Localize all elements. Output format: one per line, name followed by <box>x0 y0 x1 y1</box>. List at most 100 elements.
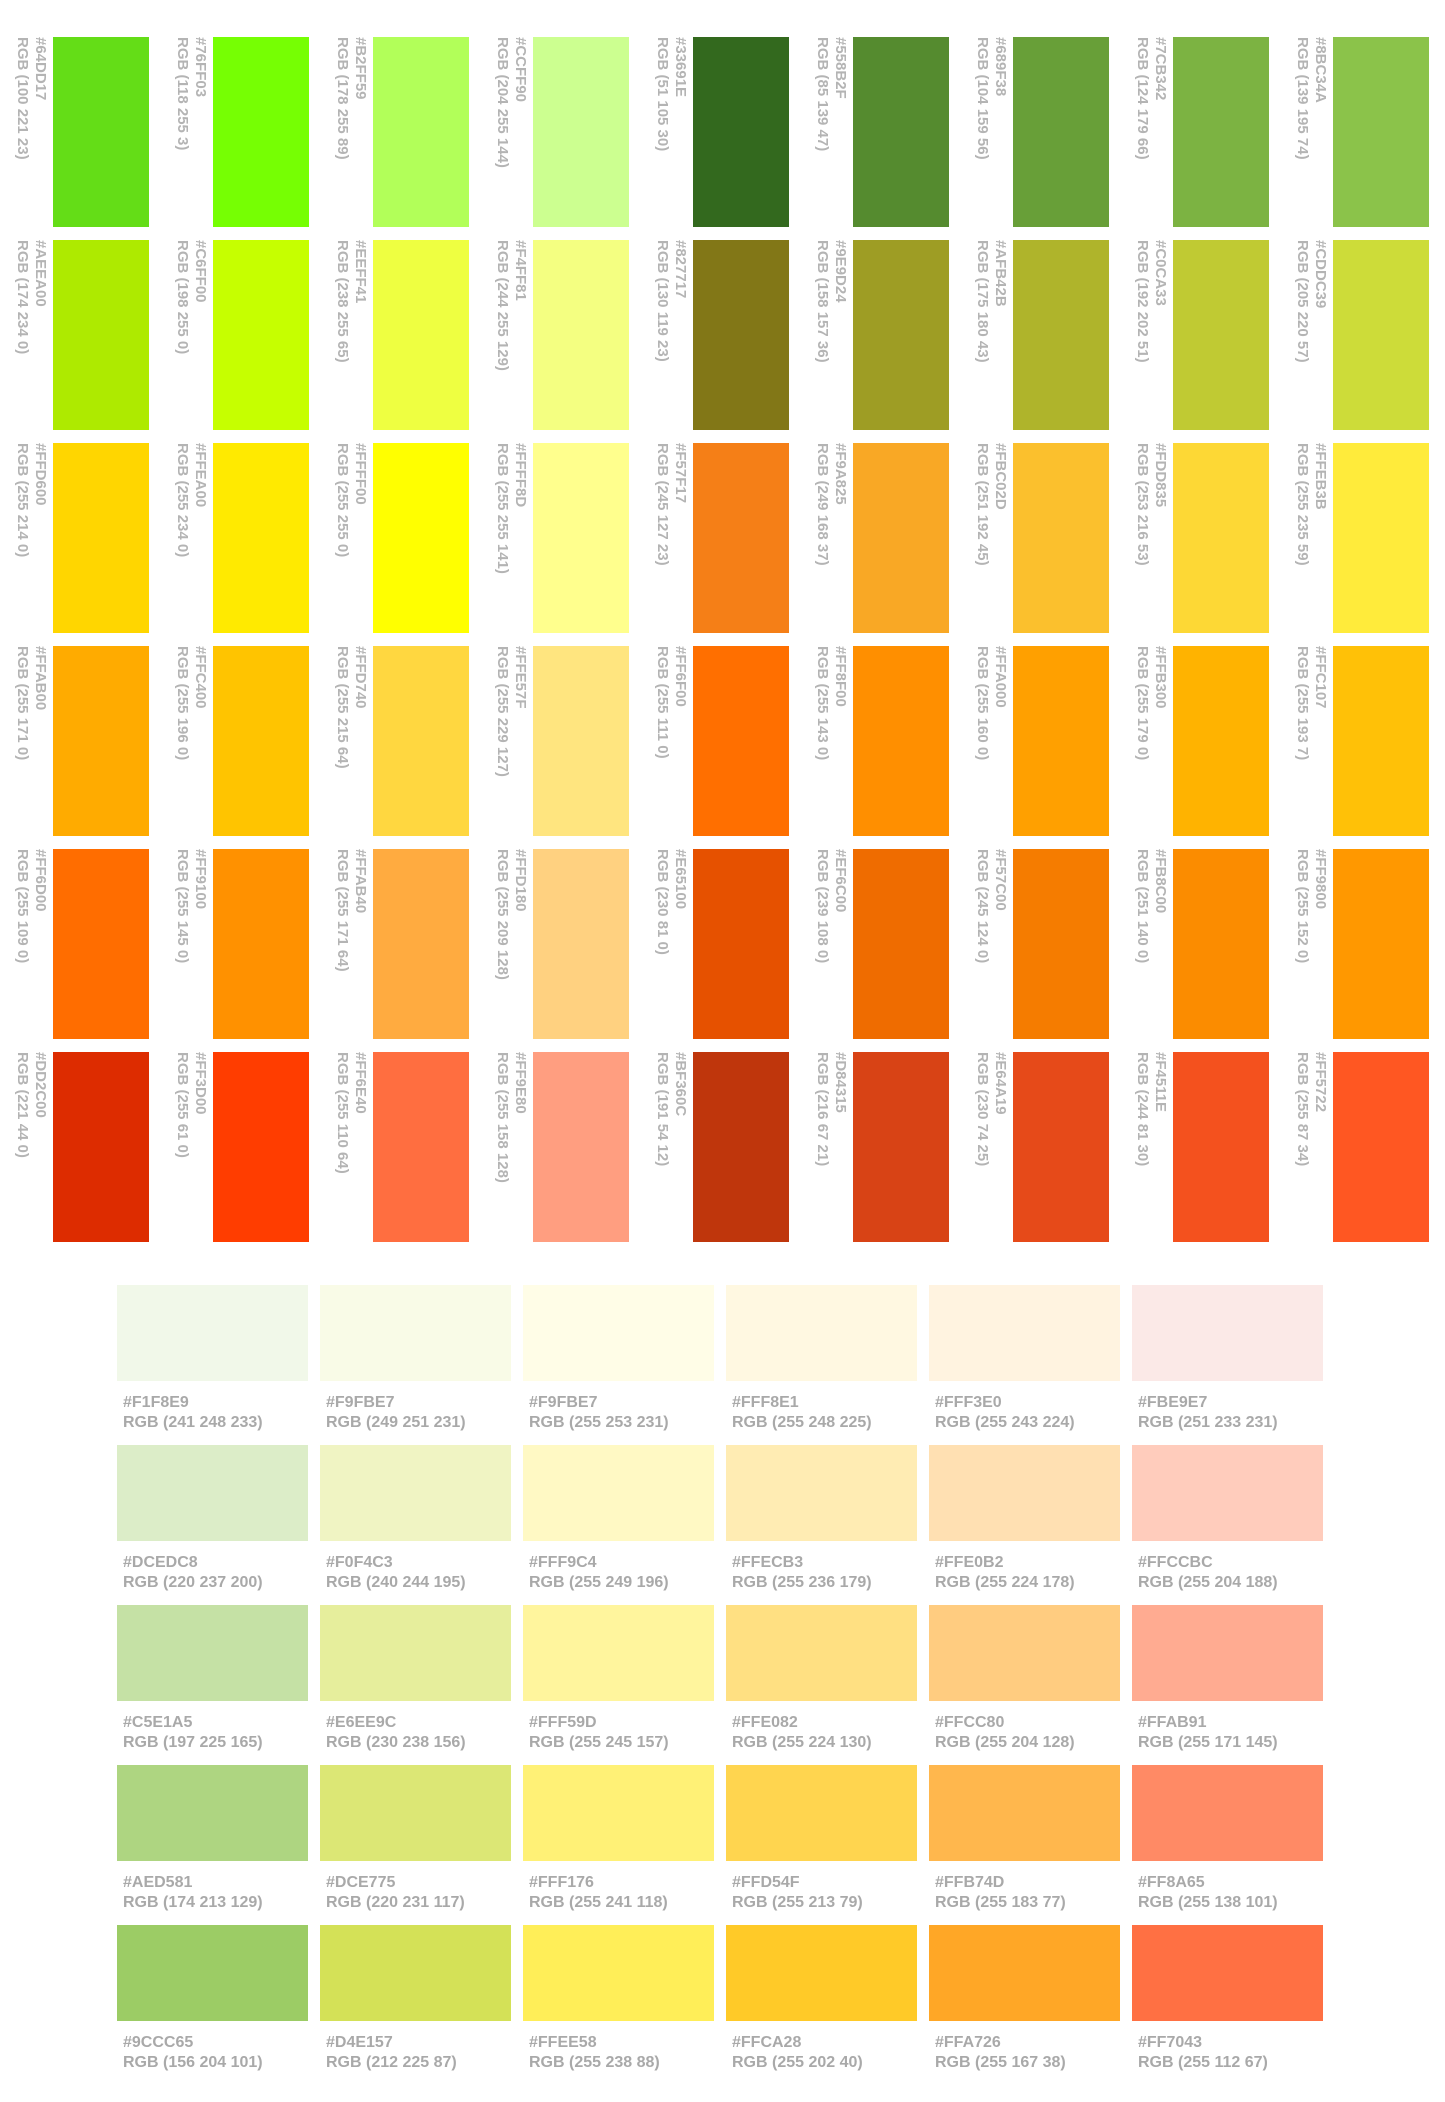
color-swatch <box>523 1285 714 1381</box>
top-color-label: #AFB42B RGB (175 180 43) <box>973 240 1009 363</box>
color-hex-code: #FFAB91 <box>1138 1714 1207 1731</box>
top-color-swatch-cell: #FF6D00 RGB (255 109 0) <box>0 849 150 1039</box>
color-swatch <box>533 646 629 836</box>
color-swatch <box>1333 1052 1429 1242</box>
color-rgb-value: RGB (221 44 0) <box>14 1052 31 1158</box>
bottom-palette-grid: #F1F8E9 RGB (241 248 233) #F9FBE7 RGB (249 … <box>0 1285 1445 2085</box>
color-swatch <box>373 646 469 836</box>
bottom-color-swatch-cell: #FFCA28 RGB (255 202 40) <box>726 1925 918 2075</box>
color-rgb-value: RGB (251 192 45) <box>974 443 991 566</box>
top-color-label: #FDD835 RGB (253 216 53) <box>1133 443 1169 566</box>
top-color-swatch-cell: #F57F17 RGB (245 127 23) <box>640 443 790 633</box>
color-rgb-value: RGB (255 202 40) <box>732 2054 863 2071</box>
color-swatch <box>373 240 469 430</box>
top-color-label: #FFE57F RGB (255 229 127) <box>493 646 529 777</box>
top-color-label: #76FF03 RGB (118 255 3) <box>173 37 209 150</box>
color-swatch <box>117 1605 308 1701</box>
color-rgb-value: RGB (230 238 156) <box>326 1734 466 1751</box>
color-hex-code: #E64A19 <box>992 1052 1009 1115</box>
color-hex-code: #FFAB00 <box>32 646 49 711</box>
top-color-label: #FF5722 RGB (255 87 34) <box>1293 1052 1329 1166</box>
top-color-swatch-cell: #64DD17 RGB (100 221 23) <box>0 37 150 227</box>
bottom-color-label: #FFF176 RGB (255 241 118) <box>529 1873 668 1913</box>
color-swatch <box>693 849 789 1039</box>
top-color-label: #558B2F RGB (85 139 47) <box>813 37 849 151</box>
color-swatch <box>53 646 149 836</box>
color-swatch <box>693 37 789 227</box>
bottom-color-swatch-cell: #FF8A65 RGB (255 138 101) <box>1132 1765 1324 1915</box>
top-color-swatch-cell: #CCFF90 RGB (204 255 144) <box>480 37 630 227</box>
bottom-color-swatch-cell: #F1F8E9 RGB (241 248 233) <box>117 1285 309 1435</box>
bottom-color-swatch-cell: #FFF59D RGB (255 245 157) <box>523 1605 715 1755</box>
color-hex-code: #C6FF00 <box>192 240 209 303</box>
color-rgb-value: RGB (255 167 38) <box>935 2054 1066 2071</box>
color-hex-code: #FFF9C4 <box>529 1554 597 1571</box>
color-swatch <box>53 443 149 633</box>
top-color-label: #F4FF81 RGB (244 255 129) <box>493 240 529 371</box>
color-hex-code: #F57C00 <box>992 849 1009 911</box>
color-rgb-value: RGB (251 233 231) <box>1138 1414 1278 1431</box>
color-swatch <box>1013 1052 1109 1242</box>
color-hex-code: #F4FF81 <box>512 240 529 301</box>
bottom-color-swatch-cell: #FF7043 RGB (255 112 67) <box>1132 1925 1324 2075</box>
color-swatch <box>320 1925 511 2021</box>
color-rgb-value: RGB (156 204 101) <box>123 2054 263 2071</box>
color-hex-code: #FF7043 <box>1138 2034 1203 2051</box>
color-rgb-value: RGB (255 196 0) <box>174 646 191 761</box>
color-swatch <box>1173 37 1269 227</box>
top-color-swatch-cell: #DD2C00 RGB (221 44 0) <box>0 1052 150 1242</box>
color-hex-code: #689F38 <box>992 37 1009 97</box>
color-rgb-value: RGB (255 209 128) <box>494 849 511 980</box>
color-rgb-value: RGB (139 195 74) <box>1294 37 1311 160</box>
color-swatch <box>853 240 949 430</box>
color-hex-code: #FFECB3 <box>732 1554 804 1571</box>
color-rgb-value: RGB (255 229 127) <box>494 646 511 777</box>
color-swatch <box>929 1925 1120 2021</box>
bottom-color-swatch-cell: #FFF8E1 RGB (255 248 225) <box>726 1285 918 1435</box>
top-color-swatch-cell: #FFE57F RGB (255 229 127) <box>480 646 630 836</box>
bottom-color-label: #FFF3E0 RGB (255 243 224) <box>935 1393 1075 1433</box>
bottom-color-swatch-cell: #FFB74D RGB (255 183 77) <box>929 1765 1121 1915</box>
color-hex-code: #FF3D00 <box>192 1052 209 1115</box>
color-hex-code: #FFFF00 <box>352 443 369 505</box>
color-swatch <box>533 240 629 430</box>
top-color-label: #FF9E80 RGB (255 158 128) <box>493 1052 529 1183</box>
color-rgb-value: RGB (230 74 25) <box>974 1052 991 1167</box>
top-color-swatch-cell: #FB8C00 RGB (251 140 0) <box>1120 849 1270 1039</box>
color-hex-code: #BF360C <box>672 1052 689 1117</box>
color-hex-code: #FFF59D <box>529 1714 597 1731</box>
color-swatch <box>117 1285 308 1381</box>
color-rgb-value: RGB (175 180 43) <box>974 240 991 363</box>
color-rgb-value: RGB (130 119 23) <box>654 240 671 362</box>
top-color-swatch-cell: #F4FF81 RGB (244 255 129) <box>480 240 630 430</box>
color-rgb-value: RGB (104 159 56) <box>974 37 991 160</box>
color-hex-code: #D84315 <box>832 1052 849 1113</box>
top-color-swatch-cell: #FF6E40 RGB (255 110 64) <box>320 1052 470 1242</box>
color-hex-code: #FFC107 <box>1312 646 1329 709</box>
color-swatch <box>533 443 629 633</box>
color-rgb-value: RGB (192 202 51) <box>1134 240 1151 363</box>
color-rgb-value: RGB (255 87 34) <box>1294 1052 1311 1167</box>
top-color-swatch-cell: #FF9800 RGB (255 152 0) <box>1280 849 1430 1039</box>
bottom-color-label: #C5E1A5 RGB (197 225 165) <box>123 1713 263 1753</box>
color-hex-code: #DCE775 <box>326 1874 396 1891</box>
top-color-label: #64DD17 RGB (100 221 23) <box>13 37 49 160</box>
top-color-label: #FFC107 RGB (255 193 7) <box>1293 646 1329 760</box>
color-swatch <box>1013 37 1109 227</box>
top-color-label: #CCFF90 RGB (204 255 144) <box>493 37 529 168</box>
color-hex-code: #E6EE9C <box>326 1714 397 1731</box>
color-swatch <box>1173 1052 1269 1242</box>
top-palette-grid: #64DD17 RGB (100 221 23) #76FF03 RGB (118 2… <box>0 37 1430 1242</box>
color-swatch <box>533 37 629 227</box>
top-color-swatch-cell: #AFB42B RGB (175 180 43) <box>960 240 1110 430</box>
color-rgb-value: RGB (158 157 36) <box>814 240 831 363</box>
color-rgb-value: RGB (255 158 128) <box>494 1052 511 1183</box>
color-rgb-value: RGB (255 193 7) <box>1294 646 1311 761</box>
top-color-swatch-cell: #827717 RGB (130 119 23) <box>640 240 790 430</box>
color-hex-code: #64DD17 <box>32 37 49 101</box>
color-swatch <box>533 849 629 1039</box>
color-hex-code: #FFC400 <box>192 646 209 709</box>
color-rgb-value: RGB (255 204 188) <box>1138 1574 1278 1591</box>
bottom-color-swatch-cell: #FFCC80 RGB (255 204 128) <box>929 1605 1121 1755</box>
color-rgb-value: RGB (191 54 12) <box>654 1052 671 1167</box>
